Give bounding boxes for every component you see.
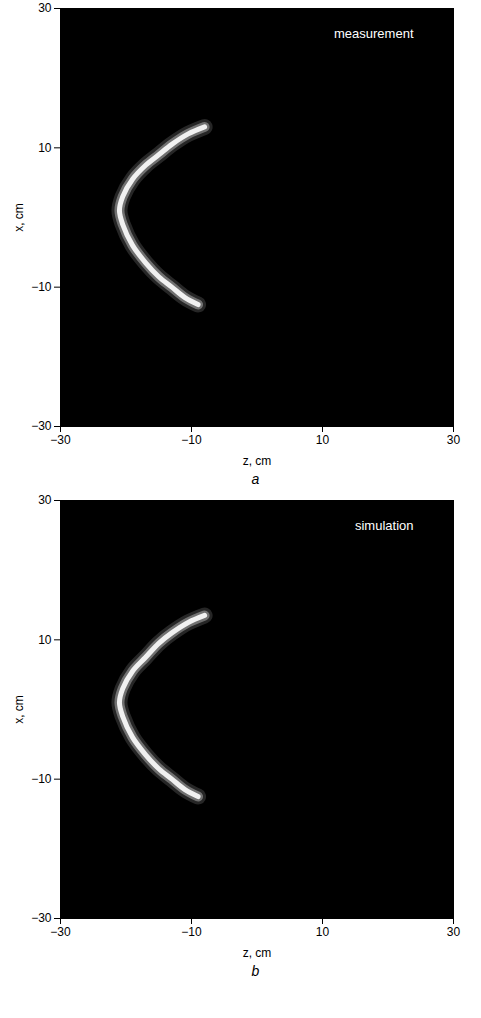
svg-text:−10: −10 bbox=[31, 772, 52, 786]
svg-text:z, cm: z, cm bbox=[243, 454, 272, 468]
svg-text:measurement: measurement bbox=[334, 26, 414, 41]
svg-text:30: 30 bbox=[447, 925, 461, 939]
svg-text:simulation: simulation bbox=[355, 518, 414, 533]
svg-text:−10: −10 bbox=[181, 433, 202, 447]
svg-text:30: 30 bbox=[38, 493, 52, 507]
svg-text:30: 30 bbox=[38, 1, 52, 15]
svg-text:10: 10 bbox=[316, 433, 330, 447]
svg-text:10: 10 bbox=[38, 633, 52, 647]
html-text:a: a bbox=[251, 471, 260, 487]
svg-text:z, cm: z, cm bbox=[243, 946, 272, 960]
svg-text:10: 10 bbox=[316, 925, 330, 939]
svg-text:−30: −30 bbox=[50, 925, 71, 939]
svg-text:−30: −30 bbox=[50, 433, 71, 447]
html-text:b: b bbox=[251, 963, 260, 979]
svg-text:x, cm: x, cm bbox=[12, 203, 26, 232]
svg-text:30: 30 bbox=[447, 433, 461, 447]
svg-text:−10: −10 bbox=[31, 280, 52, 294]
svg-text:−10: −10 bbox=[181, 925, 202, 939]
svg-text:−30: −30 bbox=[31, 419, 52, 433]
svg-text:x, cm: x, cm bbox=[12, 695, 26, 724]
svg-text:−30: −30 bbox=[31, 911, 52, 925]
svg-text:10: 10 bbox=[38, 141, 52, 155]
